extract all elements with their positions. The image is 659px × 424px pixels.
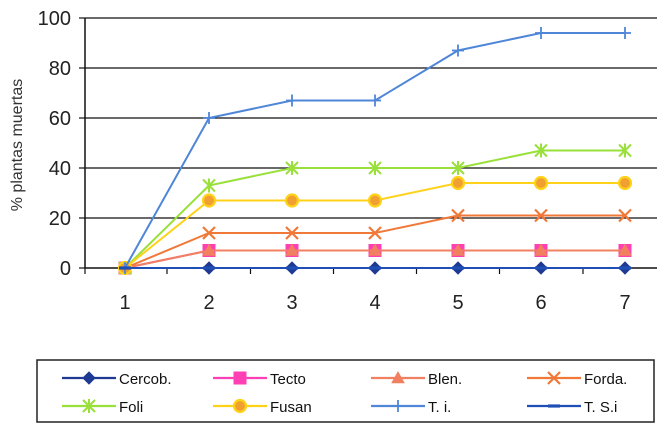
x-tick-label-5: 6 bbox=[535, 292, 546, 314]
legend-item-7: T. S.i bbox=[527, 399, 617, 416]
x-tick-label-4: 5 bbox=[452, 292, 463, 314]
series-7-point-0 bbox=[119, 266, 131, 270]
series-3-point-4-stroke-b bbox=[451, 208, 465, 223]
series-5-point-6 bbox=[617, 175, 633, 191]
series-3-point-1-stroke-b bbox=[202, 226, 216, 240]
x-tick-label-3: 4 bbox=[369, 292, 380, 314]
series-5-point-4 bbox=[450, 175, 466, 191]
series-5-point-2 bbox=[284, 193, 300, 208]
legend-label-5: Fusan bbox=[270, 399, 312, 416]
series-line-3 bbox=[124, 214, 625, 269]
series-2-point-6 bbox=[618, 243, 632, 256]
series-2-point-3 bbox=[368, 243, 382, 256]
series-6-point-2 bbox=[286, 94, 298, 107]
series-5-point-1 bbox=[201, 193, 217, 208]
series-3-point-2-stroke-b bbox=[285, 226, 299, 240]
y-axis-label: % plantas muertas bbox=[9, 79, 26, 212]
legend-frame bbox=[36, 359, 655, 423]
legend-item-2: Blen. bbox=[371, 370, 462, 388]
legend-item-0: Cercob. bbox=[62, 371, 172, 388]
series-7 bbox=[119, 266, 631, 270]
legend-label-0: Cercob. bbox=[119, 371, 172, 388]
series-4-point-5 bbox=[534, 143, 548, 158]
legend-item-3: Forda. bbox=[527, 371, 627, 388]
legend-swatch-marker-6 bbox=[392, 400, 404, 412]
legend-swatch-marker-5 bbox=[232, 398, 248, 414]
series-3-point-6-stroke-b bbox=[618, 208, 632, 223]
x-tick-label-2: 3 bbox=[286, 292, 297, 314]
series-4-point-4 bbox=[451, 161, 465, 175]
y-tick-label-1: 20 bbox=[49, 208, 71, 230]
legend-swatch-marker-0 bbox=[82, 371, 96, 385]
series-3 bbox=[118, 208, 632, 275]
legend-swatch-marker-7 bbox=[548, 404, 560, 408]
legend-label-3: Forda. bbox=[584, 371, 627, 388]
legend-swatch-marker-4 bbox=[82, 399, 96, 413]
x-tick-label-0: 1 bbox=[119, 292, 130, 314]
series-3-point-3-stroke-b bbox=[368, 226, 382, 240]
series-6-point-1 bbox=[203, 112, 215, 124]
series-6-point-6 bbox=[619, 27, 631, 39]
y-tick-label-0: 0 bbox=[60, 258, 71, 280]
series-5-point-5 bbox=[533, 175, 549, 191]
legend-swatch-marker-1 bbox=[233, 371, 247, 385]
series-2-point-5 bbox=[534, 243, 548, 256]
series-2-point-1 bbox=[202, 243, 216, 256]
legend-label-4: Foli bbox=[119, 399, 143, 416]
legend-label-6: T. i. bbox=[428, 399, 451, 416]
series-7-point-3 bbox=[369, 266, 381, 270]
series-6-point-4 bbox=[452, 44, 464, 57]
legend-label-1: Tecto bbox=[270, 371, 306, 388]
legend-item-6: T. i. bbox=[371, 399, 451, 416]
legend-label-2: Blen. bbox=[428, 371, 462, 388]
legend-swatch-marker-3 bbox=[547, 371, 561, 385]
legend-item-4: Foli bbox=[62, 399, 143, 416]
legend: Cercob. Tecto Blen. Forda. Foli Fusan T. i. T. … bbox=[36, 359, 655, 423]
series-4-point-2 bbox=[285, 161, 299, 175]
series-3-point-2 bbox=[285, 226, 299, 240]
series-7-point-2 bbox=[286, 266, 298, 270]
series-3-point-3 bbox=[368, 226, 382, 240]
series-2-point-4 bbox=[451, 243, 465, 256]
legend-swatch-marker-2 bbox=[391, 370, 405, 384]
y-tick-label-5: 100 bbox=[38, 8, 71, 30]
y-tick-label-2: 40 bbox=[49, 158, 71, 180]
x-tick-label-6: 7 bbox=[619, 292, 630, 314]
series-5 bbox=[117, 175, 633, 276]
series-6-point-5 bbox=[535, 27, 547, 39]
series-3-point-1 bbox=[202, 226, 216, 240]
series-6-point-3 bbox=[369, 94, 381, 107]
series-7-point-1 bbox=[203, 266, 215, 270]
y-tick-labels: 0 20 40 60 80 100 bbox=[38, 8, 71, 280]
x-tick-label-1: 2 bbox=[203, 292, 214, 314]
legend-swatch-marker-3-stroke-b bbox=[547, 371, 561, 385]
series-layer bbox=[117, 27, 633, 276]
series-4-point-3 bbox=[368, 161, 382, 175]
series-3-point-4 bbox=[451, 208, 465, 223]
series-7-point-6 bbox=[619, 266, 631, 270]
series-3-point-5 bbox=[534, 208, 548, 223]
y-tick-label-4: 80 bbox=[49, 58, 71, 80]
series-2-point-2 bbox=[285, 243, 299, 256]
series-5-point-3 bbox=[367, 193, 383, 208]
series-3-point-5-stroke-b bbox=[534, 208, 548, 223]
series-3-point-6 bbox=[618, 208, 632, 223]
series-4-point-6 bbox=[618, 143, 632, 158]
legend-label-7: T. S.i bbox=[584, 399, 617, 416]
series-7-point-5 bbox=[535, 266, 547, 270]
series-4-point-1 bbox=[202, 178, 216, 193]
x-tick-labels: 1 2 3 4 5 6 7 bbox=[119, 292, 630, 314]
series-7-point-4 bbox=[452, 266, 464, 270]
legend-item-5: Fusan bbox=[213, 398, 312, 416]
y-tick-label-3: 60 bbox=[49, 108, 71, 130]
legend-item-1: Tecto bbox=[213, 371, 306, 388]
